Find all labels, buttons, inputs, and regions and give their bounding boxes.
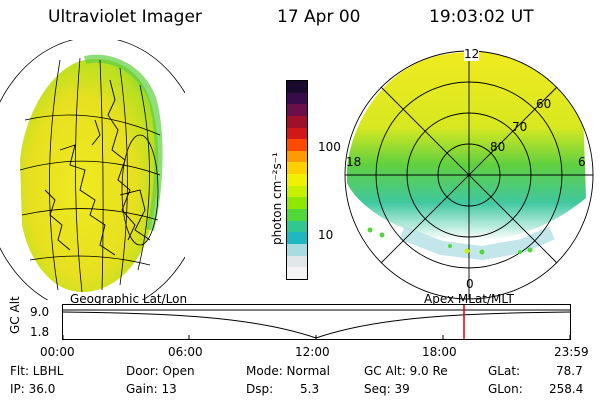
colorbar-segment: [287, 185, 307, 198]
timeline-xtick-1200: 12:00: [295, 345, 330, 359]
colorbar-unit-label: photon cm⁻²s⁻¹: [270, 152, 284, 245]
colorbar-segment: [287, 267, 307, 279]
seq-info: Seq: 39: [364, 382, 410, 396]
mlt-label-0: 0: [466, 277, 474, 291]
scattered-emission-dots: [367, 227, 533, 255]
gc-alt-info: GC Alt: 9.0 Re: [364, 364, 448, 378]
colorbar-segment: [287, 139, 307, 151]
timeline-left-label: Geographic Lat/Lon: [70, 292, 188, 306]
glat-label: GLat:: [488, 364, 521, 378]
colorbar-segment: [287, 162, 307, 175]
timeline-xtick-2359: 23:59: [554, 345, 589, 359]
instrument-title: Ultraviolet Imager: [48, 7, 202, 27]
glat-value: 78.7: [556, 364, 583, 378]
gain-info: Gain: 13: [126, 382, 177, 396]
colorbar-segment: [287, 81, 307, 93]
dsp-label: Dsp:: [246, 382, 274, 396]
timeline-xtick-0000: 00:00: [40, 345, 75, 359]
lat-label-70: 70: [512, 120, 528, 134]
timeline-ytick-low: 1.8: [30, 325, 50, 339]
colorbar-segment: [287, 127, 307, 140]
timeline-ytick-high: 9.0: [30, 305, 50, 319]
colorbar-segment: [287, 104, 307, 116]
altitude-timeline: [62, 304, 571, 340]
timeline-xtick-1800: 18:00: [422, 345, 457, 359]
colorbar-tick-100: 100: [318, 140, 341, 154]
filter-info: Flt: LBHL: [10, 364, 64, 378]
ip-info: IP: 36.0: [10, 382, 56, 396]
glon-label: GLon:: [488, 382, 523, 396]
apex-polar-plot: [344, 50, 594, 300]
colorbar-segment: [287, 220, 307, 233]
timeline-xtick-0600: 06:00: [168, 345, 203, 359]
lat-label-60: 60: [536, 97, 552, 111]
colorbar-segment: [287, 197, 307, 210]
mlt-label-12: 12: [464, 47, 480, 61]
mlt-label-6: 6: [578, 155, 586, 169]
date-label: 17 Apr 00: [277, 7, 361, 27]
colorbar-segment: [287, 174, 307, 186]
colorbar-segment: [287, 150, 307, 163]
dsp-value: 5.3: [300, 382, 320, 396]
mode-info: Mode: Normal: [246, 364, 330, 378]
colorbar-segment: [287, 115, 307, 128]
colorbar-segment: [287, 243, 307, 256]
colorbar-segment: [287, 209, 307, 221]
lat-label-80: 80: [490, 140, 506, 154]
time-label: 19:03:02 UT: [429, 7, 534, 27]
glon-value: 258.4: [549, 382, 584, 396]
door-info: Door: Open: [126, 364, 195, 378]
mlt-label-18: 18: [346, 155, 362, 169]
colorbar-segment: [287, 232, 307, 244]
color-scale-bar: [286, 80, 308, 280]
colorbar-segment: [287, 255, 307, 268]
timeline-right-label: Apex MLat/MLT: [424, 292, 514, 306]
geographic-globe-image: [0, 40, 185, 300]
timeline-axis-name: GC Alt: [8, 296, 22, 334]
colorbar-segment: [287, 92, 307, 105]
colorbar-tick-10: 10: [318, 228, 334, 242]
